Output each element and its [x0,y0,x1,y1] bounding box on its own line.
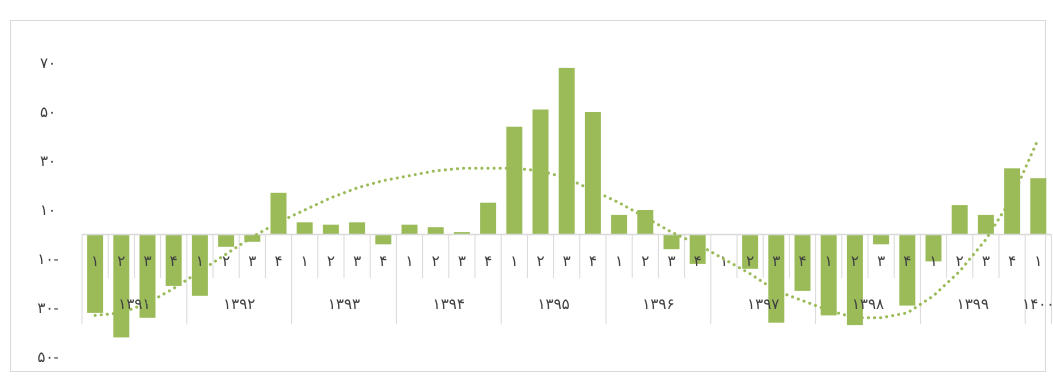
quarter-label: ۲ [222,252,230,270]
quarter-label: ۴ [1008,252,1016,270]
bar [584,112,601,235]
bar [820,234,837,316]
bar [375,234,392,245]
y-tick-label: ۳۰- [37,299,58,317]
quarter-label: ۱ [825,252,833,270]
bar [558,67,575,235]
quarter-label: ۲ [117,252,125,270]
trend-line [93,137,1040,320]
y-tick-label: ۷۰ [40,54,56,72]
quarter-label: ۲ [746,252,754,270]
quarter-label: ۱ [196,252,204,270]
bar [1030,178,1047,235]
bar [165,234,182,286]
bar [951,205,968,235]
bar [846,234,863,326]
bar [453,232,470,235]
quarter-label: ۱ [510,252,518,270]
bar [742,234,759,269]
bar [532,109,549,235]
quarter-label: ۳ [458,252,466,270]
bar [349,222,366,235]
quarter-label: ۳ [353,252,361,270]
bar [506,126,523,235]
quarter-label: ۳ [248,252,256,270]
bar [139,234,156,318]
quarter-label: ۱ [405,252,413,270]
quarter-label: ۲ [536,252,544,270]
quarter-label: ۲ [641,252,649,270]
quarter-label: ۲ [956,252,964,270]
bar [873,234,890,245]
bar [87,234,104,313]
quarter-label: ۴ [379,252,387,270]
year-label: ۱۳۹۵ [537,295,569,313]
quarter-label: ۱ [929,252,937,270]
quarter-label: ۳ [982,252,990,270]
quarter-label: ۳ [563,252,571,270]
quarter-label: ۴ [694,252,702,270]
bar [899,234,916,306]
bar [611,214,628,235]
bar [977,214,994,235]
bar [322,224,339,235]
bar [191,234,208,296]
quarter-label: ۱ [1034,252,1042,270]
year-label: ۱۳۹۶ [642,295,674,313]
bar [218,234,235,247]
bar [401,224,418,235]
year-label: ۱۳۹۸ [852,295,884,313]
quarter-label: ۴ [589,252,597,270]
y-tick-label: ۱۰ [40,201,56,219]
quarter-label: ۴ [798,252,806,270]
year-label: ۱۳۹۲ [223,295,255,313]
quarter-label: ۴ [274,252,282,270]
quarter-label: ۲ [432,252,440,270]
year-label: ۱۳۹۱ [118,295,150,313]
year-label: ۱۴۰۰ [1022,295,1053,313]
bar [689,234,706,264]
quarter-label: ۳ [772,252,780,270]
quarter-label: ۴ [903,252,911,270]
year-label: ۱۳۹۹ [957,295,989,313]
year-label: ۱۳۹۳ [328,295,360,313]
bar [794,234,811,291]
quarter-label: ۳ [667,252,675,270]
bar [296,222,313,235]
bar [663,234,680,250]
year-label: ۱۳۹۴ [433,295,465,313]
bar [270,192,287,235]
quarter-label: ۴ [484,252,492,270]
quarter-label: ۱ [91,252,99,270]
bar [1004,168,1021,235]
bar [637,210,654,235]
bar [427,227,444,235]
bar [768,234,785,323]
quarter-label: ۳ [877,252,885,270]
bar [925,234,942,262]
bar [480,202,497,235]
y-tick-label: ۱۰- [37,250,58,268]
quarter-label: ۱ [301,252,309,270]
quarter-label: ۴ [170,252,178,270]
quarter-label: ۲ [327,252,335,270]
y-tick-label: ۵۰ [40,103,56,121]
y-tick-label: ۳۰ [40,152,56,170]
y-tick-label: ۵۰- [37,348,58,366]
bar [113,234,130,338]
quarter-label: ۳ [143,252,151,270]
year-label: ۱۳۹۷ [747,295,779,313]
quarter-label: ۱ [720,252,728,270]
quarter-label: ۲ [851,252,859,270]
quarter-label: ۱ [615,252,623,270]
